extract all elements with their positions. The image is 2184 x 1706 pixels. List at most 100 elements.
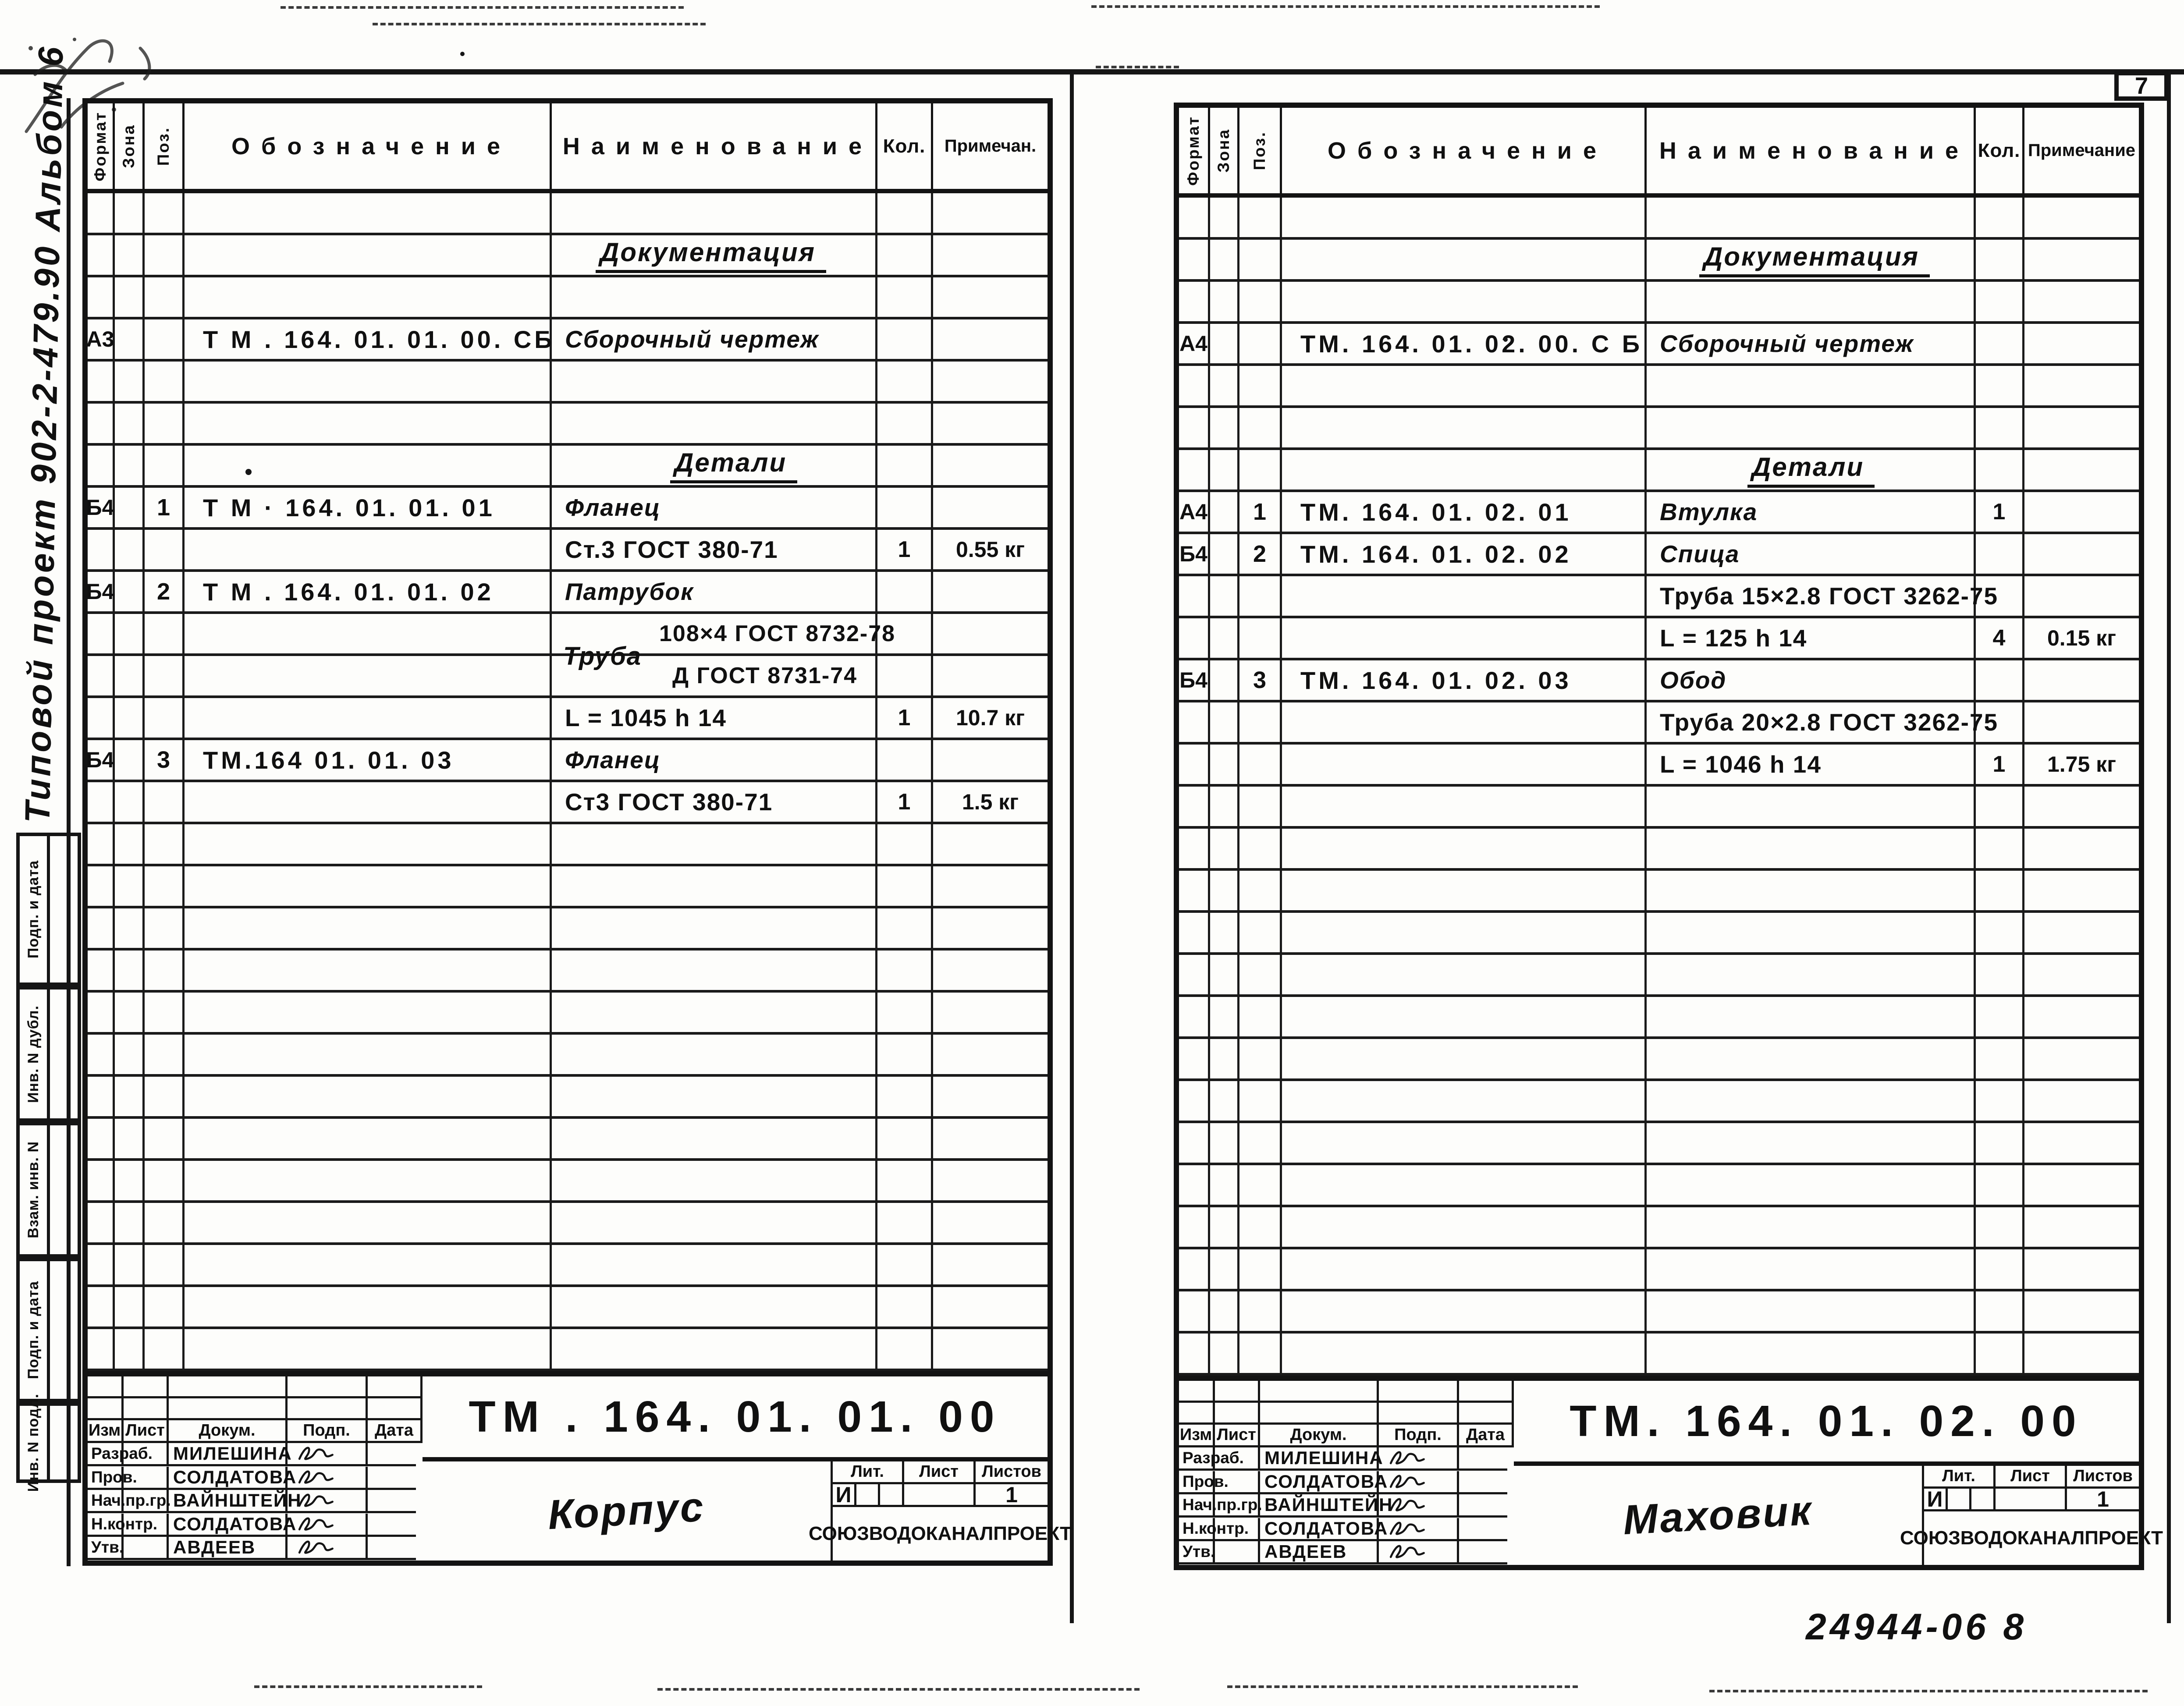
spec-row <box>1179 1081 2139 1123</box>
spec-cell-name <box>1647 1081 1976 1121</box>
spec-cell-z <box>1210 660 1239 700</box>
spec-cell-q <box>877 740 933 780</box>
spec-cell-f: Б4 <box>86 740 115 780</box>
spec-cell-q <box>877 319 933 359</box>
left-doc-number: ТМ . 164. 01. 01. 00 <box>469 1392 1001 1441</box>
spec-cell-r <box>2024 871 2139 910</box>
signature-scribble <box>1389 1522 1425 1535</box>
spec-cell-r <box>933 1035 1048 1074</box>
spec-cell-name <box>1647 955 1976 994</box>
spec-row: Б4 3 ТМ. 164. 01. 02. 03 Обод <box>1179 660 2139 702</box>
spec-cell-q <box>1976 1081 2024 1121</box>
spec-cell-d <box>1282 1123 1647 1163</box>
right-spec-table-header: Формат Зона Поз. Обозначение Наименовани… <box>1179 108 2139 198</box>
spec-cell-name <box>552 1329 877 1369</box>
signature-role: Утв. <box>1179 1541 1215 1565</box>
spec-cell-q <box>1976 787 2024 826</box>
spec-cell-r <box>933 235 1048 275</box>
spec-cell-f <box>1179 787 1210 826</box>
spec-cell-d <box>185 951 552 990</box>
margin-stamp-label: Инв. N подл. <box>25 1393 42 1492</box>
spec-cell-p <box>1239 324 1282 363</box>
signature-role: Пров. <box>88 1466 137 1490</box>
tb-dokum-label: Докум. <box>169 1420 288 1443</box>
margin-stamp-label: Подп. и дата <box>25 1280 42 1380</box>
scan-artifact-line <box>1227 1685 1578 1688</box>
spec-cell-r <box>933 488 1048 527</box>
spec-cell-p <box>1239 871 1282 910</box>
spec-cell-r <box>933 656 1048 695</box>
spec-cell-name: Труба 15×2.8 ГОСТ 3262-75 <box>1647 576 1997 616</box>
spec-cell-q <box>1976 955 2024 994</box>
spec-row <box>1179 955 2139 997</box>
spec-cell-name: Фланец <box>552 740 877 780</box>
spec-cell-p <box>145 1119 185 1158</box>
spec-cell-name: L = 1045 h 14 <box>552 698 877 738</box>
spec-cell-f <box>88 446 115 485</box>
spec-cell-q <box>877 572 933 611</box>
spec-row: Детали <box>1179 450 2139 492</box>
spec-cell-z <box>115 1077 145 1116</box>
spec-cell-z <box>1210 366 1239 405</box>
tb-podp-label: Подп. <box>288 1420 368 1443</box>
spec-cell-f <box>88 362 115 401</box>
spec-cell-p: 2 <box>1239 534 1282 574</box>
spec-row <box>1179 1165 2139 1207</box>
spec-cell-f <box>1179 618 1210 658</box>
spec-cell-name: Ст.3 ГОСТ 380-71 <box>552 530 877 569</box>
spec-cell-r <box>2024 1165 2139 1205</box>
tb-lit-value: И <box>1924 1487 1948 1511</box>
spec-cell-d <box>185 1119 552 1158</box>
spec-cell-z <box>1210 1291 1239 1331</box>
spec-cell-z <box>1210 240 1239 279</box>
spec-cell-r <box>2024 913 2139 952</box>
signature-name: Милешина <box>1260 1447 1383 1471</box>
spec-cell-f <box>1179 408 1210 447</box>
tb-data-label: Дата <box>368 1420 423 1443</box>
spec-cell-d <box>1282 1249 1647 1289</box>
signature-name: Вайнштейн <box>169 1490 301 1514</box>
spec-cell-p <box>1239 618 1282 658</box>
spec-cell-f <box>1179 1165 1210 1205</box>
spec-cell-p <box>145 1161 185 1200</box>
spec-cell-d <box>1282 702 1647 742</box>
tb-listov-value: 1 <box>2067 1487 2139 1511</box>
signature-role: Нач.пр.гр. <box>88 1490 171 1514</box>
spec-cell-p <box>1239 1123 1282 1163</box>
left-sheet-frame <box>67 98 71 1566</box>
spec-cell-p <box>145 193 185 233</box>
spec-cell-p <box>1239 1165 1282 1205</box>
spec-cell-z <box>1210 534 1239 574</box>
margin-album-note: Типовой проект 902-2-479.90 Альбом 6 <box>18 44 71 824</box>
spec-cell-name <box>1647 829 1976 868</box>
spec-cell-d <box>1282 240 1647 279</box>
signature-name: Солдатова <box>169 1513 296 1537</box>
spec-cell-d <box>185 908 552 948</box>
spec-cell-p <box>1239 829 1282 868</box>
spec-row <box>88 1035 1048 1077</box>
tb-listov-label: Листов <box>976 1461 1048 1484</box>
spec-cell-q <box>1976 324 2024 363</box>
spec-cell-q: 1 <box>877 782 933 822</box>
spec-cell-p: 1 <box>1239 492 1282 532</box>
spec-cell-f <box>1179 829 1210 868</box>
spec-cell-r <box>2024 1123 2139 1163</box>
margin-stamp-label: Подп. и дата <box>25 860 42 959</box>
spec-cell-d <box>185 993 552 1032</box>
spec-row <box>88 404 1048 446</box>
spec-row <box>88 1329 1048 1371</box>
spec-cell-r <box>933 1119 1048 1158</box>
spec-cell-d <box>1282 1081 1647 1121</box>
spec-cell-d <box>185 235 552 275</box>
spec-cell-q <box>877 908 933 948</box>
spec-cell-q <box>877 866 933 906</box>
spec-cell-q: 4 <box>1976 618 2024 658</box>
spec-cell-z <box>115 824 145 864</box>
spec-cell-r <box>2024 1291 2139 1331</box>
spec-cell-p <box>145 1329 185 1369</box>
signature-scribble <box>1389 1451 1425 1465</box>
signature-row: Пров. Солдатова <box>88 1466 423 1490</box>
spec-row <box>88 277 1048 319</box>
spec-cell-z <box>1210 450 1239 489</box>
spec-cell-p <box>145 404 185 443</box>
